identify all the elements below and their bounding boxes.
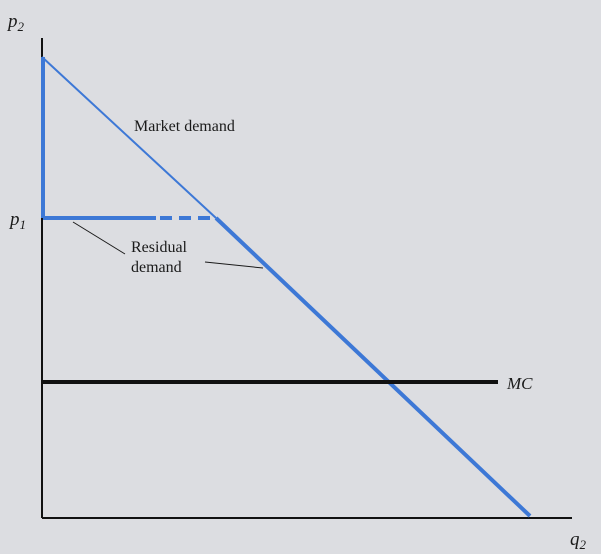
residual-demand-leader-2 bbox=[204, 261, 264, 269]
residual-demand-label-line1: Residual bbox=[131, 239, 188, 256]
y-axis-label: p2 bbox=[6, 11, 25, 34]
mc-label: MC bbox=[506, 374, 533, 393]
market-demand-upper-segment bbox=[41, 56, 217, 219]
p1-label: p1 bbox=[8, 209, 26, 232]
market-demand-label: Market demand bbox=[134, 118, 235, 135]
residual-demand-leader-1 bbox=[72, 221, 126, 255]
x-axis-label: q2 bbox=[570, 529, 587, 552]
residual-demand-lower-segment bbox=[214, 216, 532, 518]
residual-demand-label-line2: demand bbox=[131, 259, 182, 276]
